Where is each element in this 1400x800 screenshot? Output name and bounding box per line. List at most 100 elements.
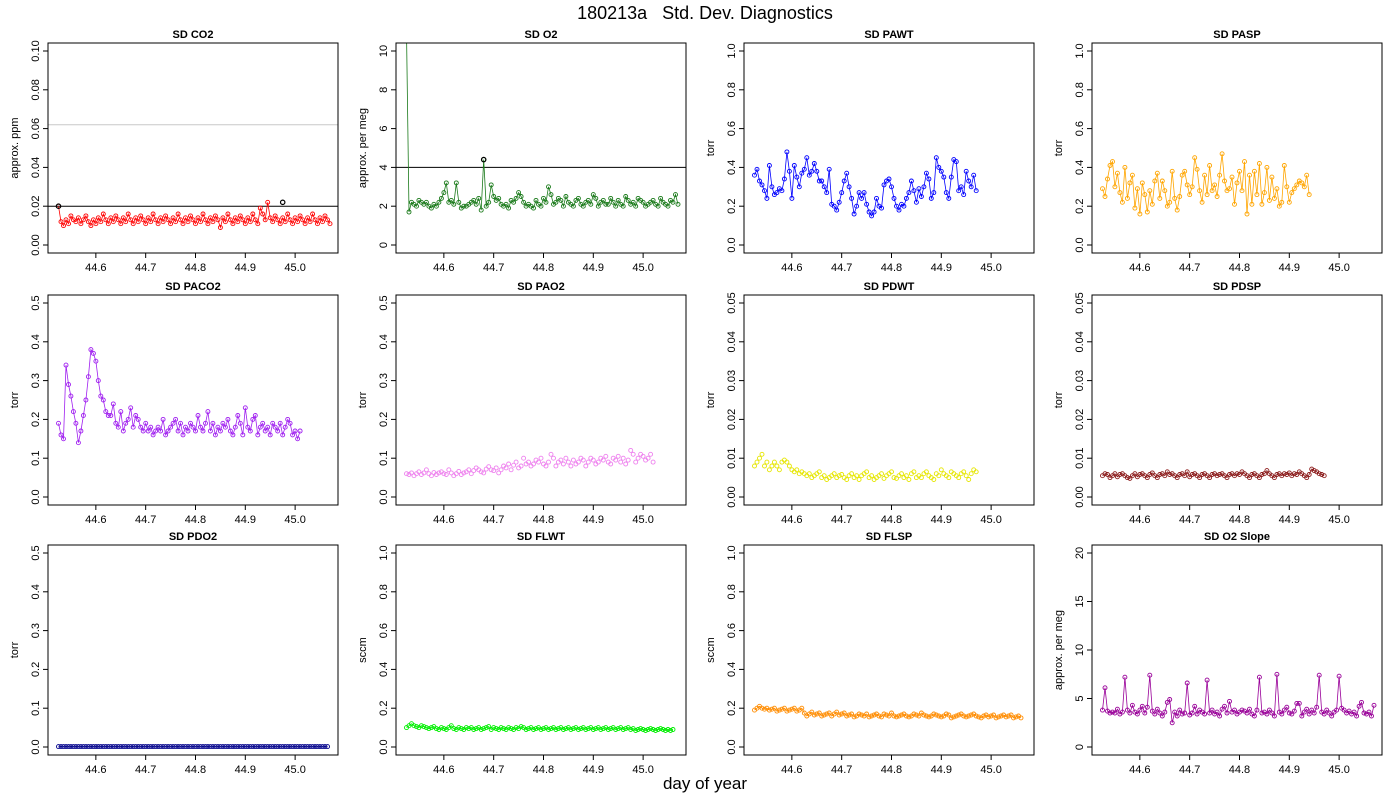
data-point	[886, 176, 892, 182]
panel-title: SD O2	[524, 29, 557, 41]
data-point	[921, 712, 927, 718]
data-point	[668, 728, 673, 733]
data-point	[541, 195, 546, 201]
data-point	[784, 459, 790, 465]
data-point	[918, 194, 924, 199]
data-point	[1102, 471, 1108, 477]
data-point	[774, 190, 780, 196]
data-point	[58, 219, 64, 225]
data-point	[881, 182, 887, 188]
y-tick-label: 0.8	[378, 584, 390, 599]
data-point	[570, 457, 576, 463]
data-point	[488, 467, 494, 473]
data-point	[911, 188, 917, 194]
data-point	[859, 195, 865, 201]
data-point	[277, 221, 283, 227]
data-point	[297, 428, 303, 434]
data-point	[993, 715, 999, 721]
y-axis-label: sccm	[705, 637, 717, 663]
data-point	[933, 155, 939, 161]
y-tick-label: 15	[1074, 595, 1086, 607]
y-tick-label: 0.0	[30, 739, 42, 754]
data-point	[1209, 472, 1215, 477]
plot-frame	[47, 294, 339, 506]
data-point	[1209, 707, 1215, 713]
data-point	[1321, 473, 1327, 479]
x-tick-label: 44.9	[235, 262, 256, 274]
data-point	[981, 713, 987, 719]
data-point	[282, 219, 288, 225]
x-tick-label: 44.6	[1129, 764, 1150, 776]
data-point	[446, 467, 452, 473]
data-point	[608, 461, 614, 467]
data-point	[240, 744, 246, 750]
data-point	[227, 428, 233, 434]
x-tick-label: 45.0	[632, 764, 653, 776]
data-point	[1202, 711, 1208, 717]
data-point	[938, 168, 944, 174]
data-point	[140, 428, 146, 434]
data-point	[1207, 163, 1213, 168]
data-point	[130, 424, 136, 430]
data-point	[257, 744, 263, 750]
data-point	[1346, 708, 1352, 714]
data-point	[1177, 194, 1183, 199]
x-tick-label: 44.7	[483, 764, 504, 776]
y-tick-label: 0.03	[726, 370, 738, 391]
data-point	[458, 726, 464, 732]
data-point	[277, 744, 283, 750]
data-point	[100, 211, 106, 217]
panel-title: SD PAWT	[864, 29, 914, 41]
data-point	[971, 172, 977, 178]
data-point	[443, 180, 449, 186]
data-point	[448, 723, 454, 729]
data-point	[185, 744, 191, 750]
data-point	[538, 727, 544, 732]
data-point	[648, 726, 654, 732]
data-point	[1127, 710, 1133, 716]
data-point	[232, 215, 238, 221]
data-point	[633, 459, 639, 465]
data-point	[95, 215, 101, 221]
x-tick-label: 44.7	[135, 764, 156, 776]
data-point	[105, 413, 111, 418]
data-point	[1289, 711, 1295, 717]
data-point	[496, 195, 502, 201]
data-point	[203, 744, 208, 750]
data-point	[948, 174, 954, 180]
data-point	[230, 221, 236, 227]
x-tick-label: 44.9	[1279, 764, 1300, 776]
data-point	[1266, 707, 1272, 713]
data-point	[1144, 475, 1150, 481]
data-point	[185, 219, 191, 225]
data-point	[66, 382, 71, 387]
y-tick-label: 0.1	[30, 701, 42, 716]
panel-title: SD PDSP	[1213, 281, 1261, 293]
data-point	[200, 428, 206, 434]
data-point	[63, 217, 69, 223]
data-point	[155, 221, 161, 227]
data-point	[894, 203, 899, 209]
data-point	[1222, 178, 1227, 184]
data-point	[1224, 475, 1230, 481]
data-point	[650, 727, 656, 732]
y-tick-label: 0.8	[1074, 82, 1086, 97]
data-point	[312, 744, 318, 750]
data-point	[168, 424, 174, 430]
x-tick-label: 44.6	[1129, 514, 1150, 526]
data-point	[1167, 697, 1173, 702]
data-point	[1329, 713, 1335, 719]
data-point	[133, 413, 139, 418]
data-point	[1336, 673, 1342, 679]
data-point	[1251, 713, 1257, 719]
data-point	[628, 447, 634, 453]
data-point	[1249, 472, 1255, 477]
data-point	[85, 374, 91, 380]
data-point	[225, 416, 231, 422]
data-point	[277, 420, 283, 426]
data-point	[1227, 472, 1232, 477]
data-point	[831, 203, 837, 209]
data-point	[252, 413, 258, 418]
data-point	[61, 436, 66, 442]
data-point	[764, 459, 770, 465]
